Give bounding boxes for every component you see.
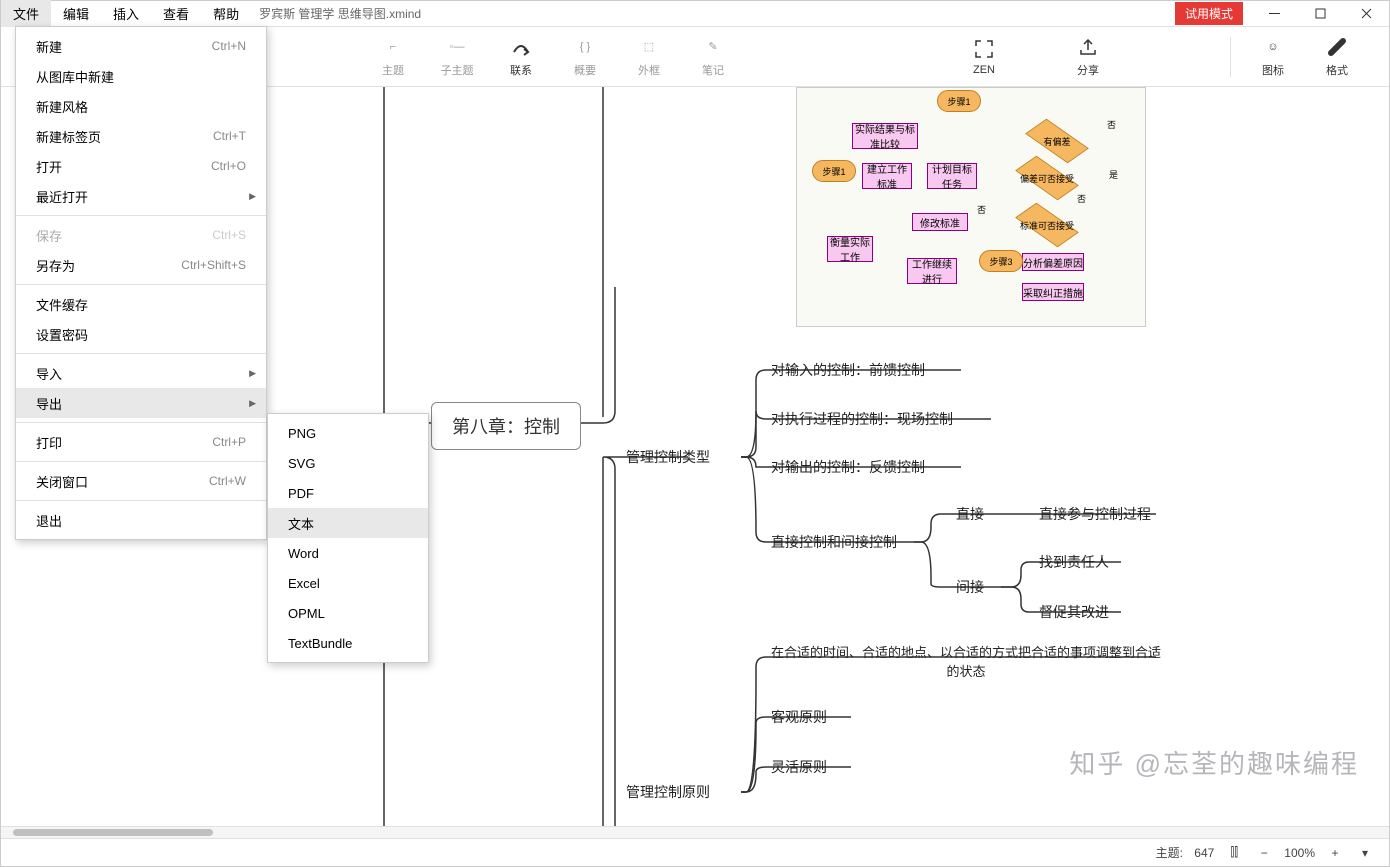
- export-PDF[interactable]: PDF: [268, 478, 428, 508]
- fc-label: 否: [1077, 192, 1086, 205]
- node-indirect-1[interactable]: 找到责任人: [1039, 552, 1109, 572]
- tool-share[interactable]: 分享: [1060, 29, 1116, 85]
- file-menu-导出[interactable]: 导出▶: [16, 388, 266, 418]
- export-PNG[interactable]: PNG: [268, 418, 428, 448]
- zoom-out-button[interactable]: −: [1254, 843, 1274, 863]
- zoom-dropdown[interactable]: ▾: [1355, 843, 1375, 863]
- file-menu-新建风格[interactable]: 新建风格: [16, 91, 266, 121]
- file-menu-最近打开[interactable]: 最近打开▶: [16, 181, 266, 211]
- tool-format[interactable]: 格式: [1309, 29, 1365, 85]
- maximize-button[interactable]: [1297, 1, 1343, 27]
- file-menu-关闭窗口[interactable]: 关闭窗口Ctrl+W: [16, 466, 266, 496]
- fc-cloud: 步骤1: [937, 90, 981, 112]
- document-title: 罗宾斯 管理学 思维导图.xmind: [259, 5, 421, 22]
- menubar: 文件 编辑 插入 查看 帮助 罗宾斯 管理学 思维导图.xmind 试用模式: [1, 1, 1389, 27]
- file-menu-新建标签页[interactable]: 新建标签页Ctrl+T: [16, 121, 266, 151]
- export-SVG[interactable]: SVG: [268, 448, 428, 478]
- fc-box: 计划目标任务: [927, 163, 977, 189]
- export-Excel[interactable]: Excel: [268, 568, 428, 598]
- menu-file[interactable]: 文件: [1, 0, 51, 27]
- node-principle-intro[interactable]: 在合适的时间、合适的地点、以合适的方式把合适的事项调整到合适的状态: [771, 642, 1161, 680]
- topic-count: 主题: 647: [1156, 844, 1215, 861]
- tool-topic[interactable]: ⌐主题: [365, 29, 421, 85]
- node-control-type[interactable]: 管理控制类型: [626, 447, 710, 467]
- file-menu-另存为[interactable]: 另存为Ctrl+Shift+S: [16, 250, 266, 280]
- fc-box: 分析偏差原因: [1022, 253, 1084, 271]
- file-menu-退出[interactable]: 退出: [16, 505, 266, 535]
- fc-box: 修改标准: [912, 213, 968, 231]
- horizontal-scrollbar[interactable]: [1, 826, 1389, 838]
- node-direct-1[interactable]: 直接参与控制过程: [1039, 504, 1151, 524]
- fc-label: 是: [1109, 168, 1118, 181]
- node-indirect-2[interactable]: 督促其改进: [1039, 602, 1109, 622]
- fc-box: 采取纠正措施: [1022, 283, 1084, 301]
- node-type-1[interactable]: 对输入的控制：前馈控制: [771, 360, 925, 380]
- fc-diamond: 有偏差: [1027, 126, 1087, 156]
- statusbar: 主题: 647 ⫿⫿ − 100% + ▾: [1, 838, 1389, 866]
- flowchart-image: 实际结果与标准比较建立工作标准计划目标任务修改标准衡量实际工作工作继续进行 分析偏…: [796, 87, 1146, 327]
- tool-summary[interactable]: { }概要: [557, 29, 613, 85]
- node-type-3[interactable]: 对输出的控制：反馈控制: [771, 457, 925, 477]
- export-TextBundle[interactable]: TextBundle: [268, 628, 428, 658]
- minimize-button[interactable]: [1251, 1, 1297, 27]
- node-direct[interactable]: 直接: [956, 504, 984, 524]
- file-menu-文件缓存[interactable]: 文件缓存: [16, 289, 266, 319]
- export-submenu: PNGSVGPDF文本WordExcelOPMLTextBundle: [267, 413, 429, 663]
- node-indirect[interactable]: 间接: [956, 577, 984, 597]
- tool-boundary[interactable]: ⬚外框: [621, 29, 677, 85]
- tool-subtopic[interactable]: ◦—子主题: [429, 29, 485, 85]
- tool-icons[interactable]: ☺图标: [1245, 29, 1301, 85]
- menu-help[interactable]: 帮助: [201, 0, 251, 27]
- file-menu-新建[interactable]: 新建Ctrl+N: [16, 31, 266, 61]
- node-direct-indirect[interactable]: 直接控制和间接控制: [771, 532, 897, 552]
- export-Word[interactable]: Word: [268, 538, 428, 568]
- export-OPML[interactable]: OPML: [268, 598, 428, 628]
- fc-diamond: 标准可否接受: [1017, 210, 1077, 240]
- fc-diamond: 偏差可否接受: [1017, 163, 1077, 193]
- node-principle-2[interactable]: 灵活原则: [771, 757, 827, 777]
- fc-label: 否: [1107, 118, 1116, 131]
- tool-zen[interactable]: ZEN: [956, 29, 1012, 85]
- file-menu-打印[interactable]: 打印Ctrl+P: [16, 427, 266, 457]
- fc-box: 实际结果与标准比较: [852, 123, 918, 149]
- trial-mode-badge[interactable]: 试用模式: [1175, 2, 1243, 25]
- menu-view[interactable]: 查看: [151, 0, 201, 27]
- file-menu-从图库中新建[interactable]: 从图库中新建: [16, 61, 266, 91]
- fc-label: 否: [977, 203, 986, 216]
- node-principle[interactable]: 管理控制原则: [626, 782, 710, 802]
- fc-cloud: 步骤1: [812, 160, 856, 182]
- zoom-level: 100%: [1284, 846, 1315, 860]
- tool-notes[interactable]: ✎笔记: [685, 29, 741, 85]
- menu-edit[interactable]: 编辑: [51, 0, 101, 27]
- main-topic[interactable]: 第八章：控制: [431, 402, 581, 450]
- file-menu-导入[interactable]: 导入▶: [16, 358, 266, 388]
- export-文本[interactable]: 文本: [268, 508, 428, 538]
- fc-box: 工作继续进行: [907, 258, 957, 284]
- file-menu-保存[interactable]: 保存Ctrl+S: [16, 220, 266, 250]
- zoom-in-button[interactable]: +: [1325, 843, 1345, 863]
- tool-relation[interactable]: 联系: [493, 29, 549, 85]
- map-overview-button[interactable]: ⫿⫿: [1224, 843, 1244, 863]
- file-menu-dropdown: 新建Ctrl+N从图库中新建新建风格新建标签页Ctrl+T打开Ctrl+O最近打…: [15, 26, 267, 540]
- node-principle-1[interactable]: 客观原则: [771, 707, 827, 727]
- node-type-2[interactable]: 对执行过程的控制：现场控制: [771, 409, 953, 429]
- file-menu-打开[interactable]: 打开Ctrl+O: [16, 151, 266, 181]
- close-button[interactable]: [1343, 1, 1389, 27]
- menu-insert[interactable]: 插入: [101, 0, 151, 27]
- fc-cloud: 步骤3: [979, 250, 1023, 272]
- fc-box: 衡量实际工作: [827, 236, 873, 262]
- file-menu-设置密码[interactable]: 设置密码: [16, 319, 266, 349]
- fc-box: 建立工作标准: [862, 163, 912, 189]
